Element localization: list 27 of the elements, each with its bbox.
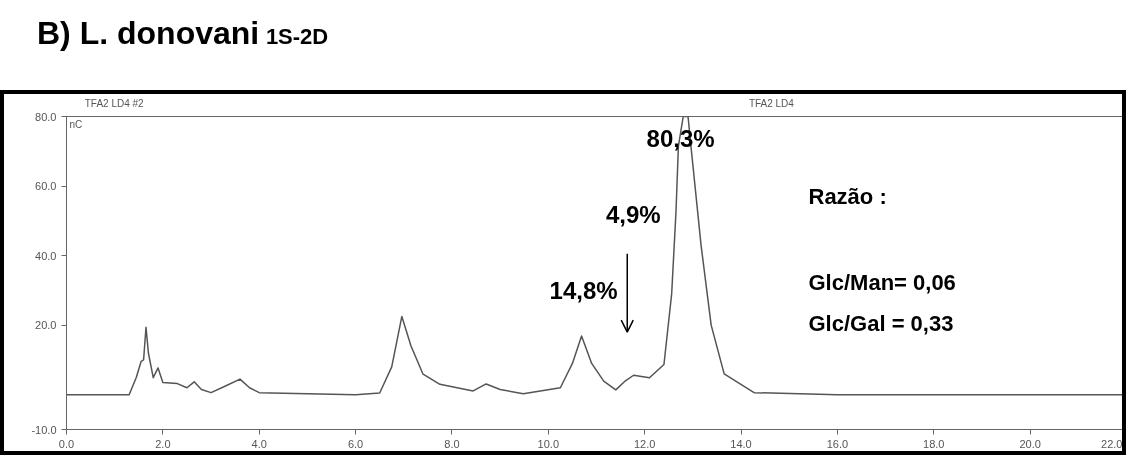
chart-title: B) L. donovani [37,15,260,51]
y-axis-title: nC [69,118,83,130]
x-tick-label: 8.0 [444,437,460,450]
y-tick-label: 20.0 [35,319,57,332]
annotation: Glc/Gal = 0,33 [808,311,954,337]
y-tick-label: -10.0 [31,423,57,436]
text: TFA2 LD4 [748,97,795,109]
x-tick-label: 18.0 [923,437,945,450]
y-tick-label: 40.0 [35,249,57,262]
text: TFA2 LD4 #2 [84,97,145,109]
y-tick-label: 60.0 [35,180,57,193]
x-tick-label: 4.0 [251,437,267,450]
annotation: 14,8% [549,276,618,304]
y-tick-label: 80.0 [35,110,57,123]
annotation: Razão : [808,184,887,210]
x-tick-label: 16.0 [826,437,849,450]
chart-subtitle: 1S-2D [265,24,329,49]
x-tick-label: 14.0 [730,437,752,450]
x-tick-label: 0.0 [58,437,75,450]
annotation: Glc/Man= 0,06 [808,270,956,296]
x-tick-label: 6.0 [347,437,364,450]
x-tick-label: 12.0 [633,437,656,450]
x-tick-label: 20.0 [1019,437,1041,450]
x-tick-label: 2.0 [155,437,171,450]
annotation: 4,9% [605,201,661,229]
x-tick-label: 22.0 [1101,437,1123,450]
x-tick-label: 10.0 [537,437,560,450]
